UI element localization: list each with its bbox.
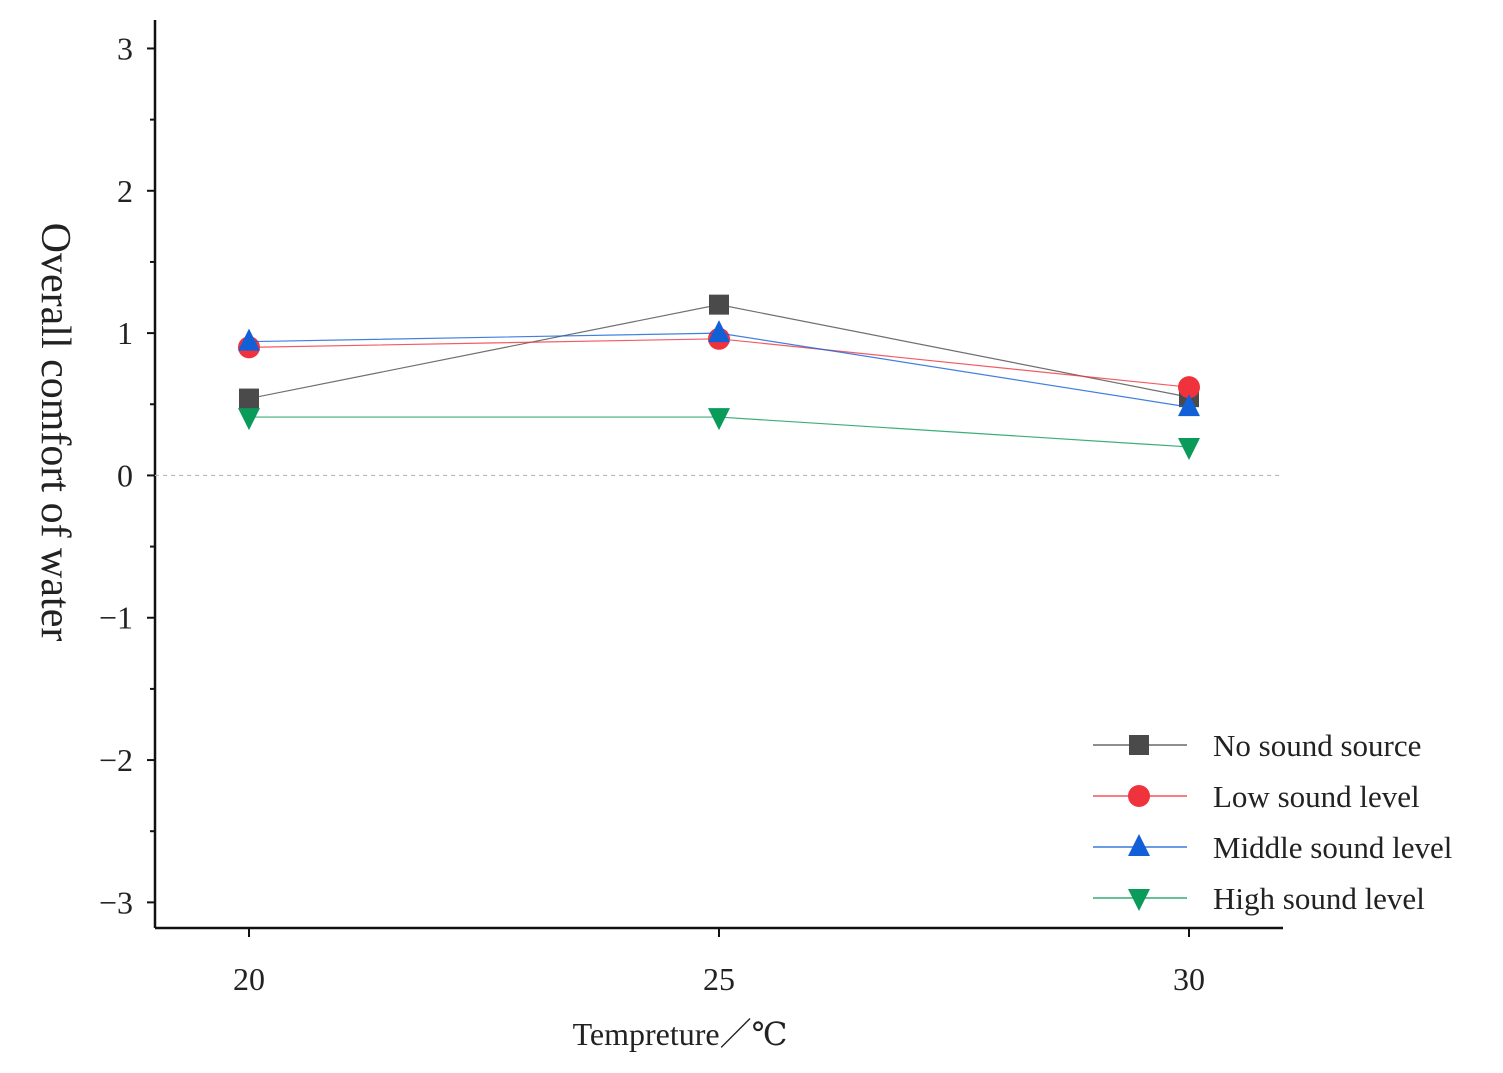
legend-marker — [1128, 785, 1150, 807]
data-point-high-sound-level — [708, 408, 730, 431]
legend-marker — [1128, 889, 1150, 911]
y-tick-label: −2 — [99, 742, 133, 778]
x-tick-label: 25 — [703, 961, 735, 997]
legend-label: Low sound level — [1213, 779, 1420, 814]
data-point-middle-sound-level — [1178, 394, 1200, 417]
y-tick-label: 0 — [117, 457, 133, 493]
x-tick-label: 20 — [233, 961, 265, 997]
y-tick-label: 2 — [117, 173, 133, 209]
y-tick-label: 1 — [117, 315, 133, 351]
x-tick-label: 30 — [1173, 961, 1205, 997]
legend-marker — [1128, 834, 1150, 856]
legend-item-no-sound-source: No sound source — [1093, 728, 1421, 763]
legend-label: Middle sound level — [1213, 830, 1452, 865]
series-high-sound-level — [238, 408, 1200, 460]
data-point-middle-sound-level — [708, 320, 730, 343]
y-tick-label: 3 — [117, 30, 133, 66]
data-point-high-sound-level — [1178, 437, 1200, 460]
data-point-middle-sound-level — [238, 328, 260, 351]
legend-item-high-sound-level: High sound level — [1093, 881, 1425, 916]
data-point-no-sound-source — [709, 294, 729, 315]
series-no-sound-source — [239, 294, 1199, 409]
y-tick-label: −1 — [99, 600, 133, 636]
data-point-low-sound-level — [1178, 376, 1200, 399]
data-point-no-sound-source — [239, 388, 259, 409]
x-axis-label: Tempreture／℃ — [573, 1016, 788, 1052]
legend-label: No sound source — [1213, 728, 1421, 763]
legend-label: High sound level — [1213, 881, 1425, 916]
data-point-high-sound-level — [238, 408, 260, 431]
y-axis-label: Overall comfort of water — [32, 223, 78, 642]
series-middle-sound-level — [238, 320, 1200, 417]
legend-marker — [1129, 735, 1149, 755]
legend-item-middle-sound-level: Middle sound level — [1093, 830, 1452, 865]
y-tick-label: −3 — [99, 884, 133, 920]
legend-item-low-sound-level: Low sound level — [1093, 779, 1420, 814]
